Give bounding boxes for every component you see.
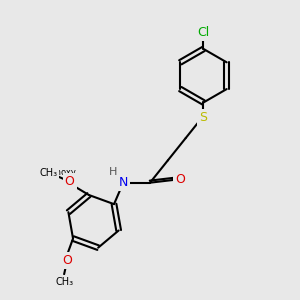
Text: methoxy: methoxy [39,168,76,177]
Text: CH₃: CH₃ [40,168,58,178]
Text: CH₃: CH₃ [55,277,73,286]
Text: H: H [109,167,117,177]
Text: N: N [118,176,128,189]
Text: O: O [62,254,72,267]
Text: S: S [200,111,208,124]
Text: O: O [175,173,185,186]
Text: O: O [64,175,74,188]
Text: Cl: Cl [197,26,210,39]
Text: O: O [64,175,74,188]
